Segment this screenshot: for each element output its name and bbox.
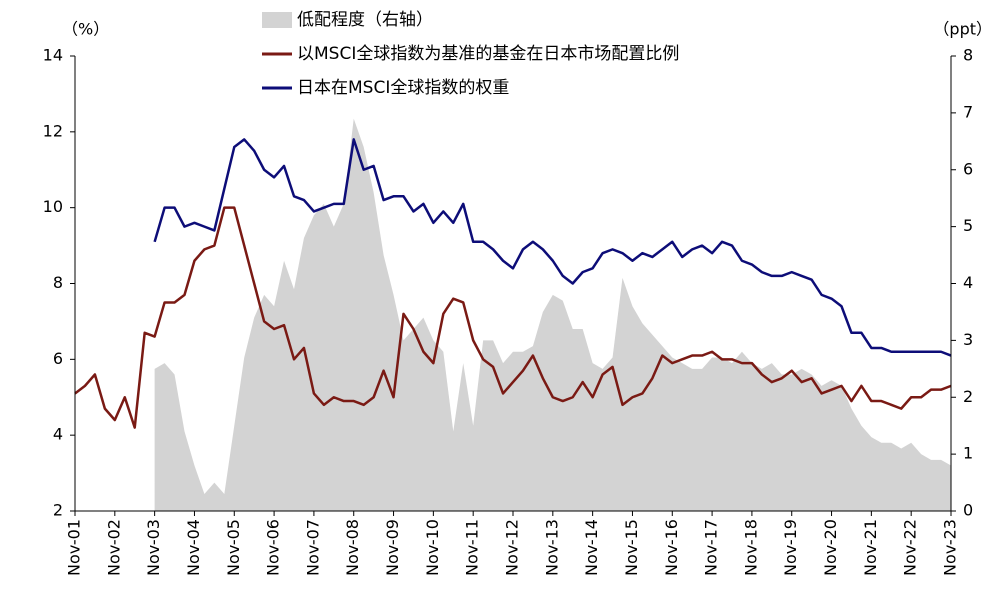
y2-tick-label: 5 [963, 216, 973, 235]
y-tick-label: 2 [53, 501, 63, 520]
x-tick-label: Nov-13 [542, 519, 561, 576]
x-tick-label: Nov-03 [144, 519, 163, 576]
x-tick-label: Nov-11 [463, 519, 482, 576]
y2-tick-label: 4 [963, 273, 973, 292]
x-tick-label: Nov-12 [503, 519, 522, 576]
y-tick-label: 14 [43, 46, 63, 65]
line [74, 206, 952, 429]
legend-swatch [262, 12, 292, 28]
y2-tick-label: 1 [963, 444, 973, 463]
legend-label: 日本在MSCI全球指数的权重 [297, 78, 509, 98]
legend-label: 低配程度（右轴） [297, 10, 433, 30]
y2-axis-label: （ppt） [933, 20, 992, 39]
x-tick-label: Nov-09 [383, 519, 402, 576]
x-tick-label: Nov-16 [662, 519, 681, 576]
y2-tick-label: 3 [963, 330, 973, 349]
y2-tick-label: 7 [963, 102, 973, 121]
y-tick-label: 8 [53, 273, 63, 292]
x-tick-label: Nov-15 [622, 519, 641, 576]
y-axis-label: （%） [62, 20, 109, 39]
x-tick-label: Nov-18 [741, 519, 760, 576]
line [153, 138, 952, 357]
x-tick-label: Nov-04 [184, 519, 203, 576]
area [154, 118, 952, 511]
y-tick-label: 6 [53, 349, 63, 368]
x-tick-label: Nov-17 [702, 519, 721, 576]
y2-tick-label: 2 [963, 387, 973, 406]
x-tick-label: Nov-22 [901, 519, 920, 576]
y2-tick-label: 6 [963, 159, 973, 178]
x-tick-label: Nov-19 [781, 519, 800, 576]
x-tick-label: Nov-05 [224, 519, 243, 576]
x-tick-label: Nov-20 [821, 519, 840, 576]
y2-tick-label: 8 [963, 46, 973, 65]
x-tick-label: Nov-07 [303, 519, 322, 576]
y-tick-label: 4 [53, 425, 63, 444]
x-tick-label: Nov-23 [941, 519, 960, 576]
x-tick-label: Nov-06 [264, 519, 283, 576]
x-tick-label: Nov-21 [861, 519, 880, 576]
y-tick-label: 12 [43, 121, 63, 140]
x-tick-label: Nov-01 [65, 519, 84, 576]
y-tick-label: 10 [43, 197, 63, 216]
legend-label: 以MSCI全球指数为基准的基金在日本市场配置比例 [297, 44, 679, 64]
x-tick-label: Nov-10 [423, 519, 442, 576]
y2-tick-label: 0 [963, 501, 973, 520]
x-tick-label: Nov-02 [104, 519, 123, 576]
x-tick-label: Nov-08 [343, 519, 362, 576]
x-tick-label: Nov-14 [582, 519, 601, 576]
